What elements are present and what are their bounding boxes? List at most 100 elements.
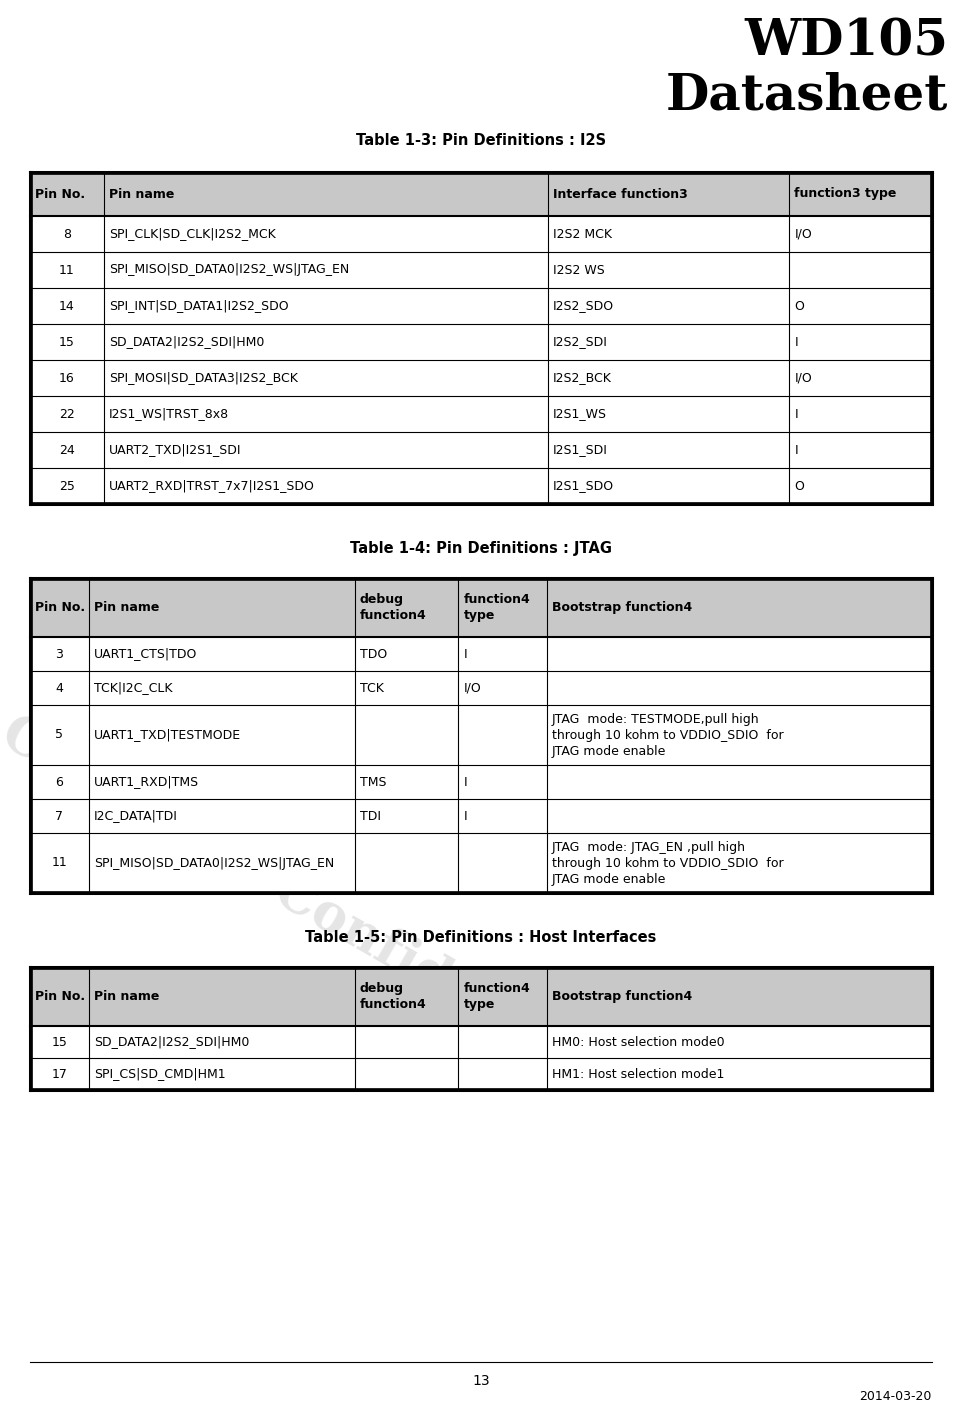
Text: JTAG  mode: TESTMODE,pull high
through 10 kohm to VDDIO_SDIO  for
JTAG mode enab: JTAG mode: TESTMODE,pull high through 10… <box>552 712 782 758</box>
Bar <box>30 432 104 468</box>
Bar <box>88 765 355 799</box>
Text: I2S1_SDO: I2S1_SDO <box>553 480 613 493</box>
Text: 22: 22 <box>59 407 75 421</box>
Text: UART2_TXD|I2S1_SDI: UART2_TXD|I2S1_SDI <box>109 444 241 456</box>
Bar <box>355 671 458 705</box>
Text: Table 1-3: Pin Definitions : I2S: Table 1-3: Pin Definitions : I2S <box>356 133 605 147</box>
Bar <box>355 705 458 765</box>
Bar <box>789 288 931 324</box>
Bar <box>104 251 547 288</box>
Bar <box>30 324 104 359</box>
Bar <box>104 432 547 468</box>
Text: UART1_RXD|TMS: UART1_RXD|TMS <box>93 775 199 789</box>
Text: SPI_INT|SD_DATA1|I2S2_SDO: SPI_INT|SD_DATA1|I2S2_SDO <box>109 299 288 313</box>
Bar <box>458 637 546 671</box>
Text: 11: 11 <box>51 856 67 869</box>
Text: TDO: TDO <box>359 647 386 660</box>
Text: Table 1-4: Pin Definitions : JTAG: Table 1-4: Pin Definitions : JTAG <box>350 541 611 556</box>
Bar <box>547 432 789 468</box>
Bar <box>88 967 355 1026</box>
Bar <box>104 396 547 432</box>
Bar <box>88 799 355 833</box>
Text: JTAG  mode: JTAG_EN ,pull high
through 10 kohm to VDDIO_SDIO  for
JTAG mode enab: JTAG mode: JTAG_EN ,pull high through 10… <box>552 841 782 886</box>
Bar <box>547 216 789 251</box>
Bar <box>88 671 355 705</box>
Bar <box>104 359 547 396</box>
Text: I2S1_SDI: I2S1_SDI <box>553 444 607 456</box>
Bar <box>104 468 547 504</box>
Bar <box>30 1026 88 1059</box>
Bar <box>30 251 104 288</box>
Text: SPI_CLK|SD_CLK|I2S2_MCK: SPI_CLK|SD_CLK|I2S2_MCK <box>109 227 276 240</box>
Text: HM0: Host selection mode0: HM0: Host selection mode0 <box>552 1036 724 1049</box>
Text: O: O <box>794 480 803 493</box>
Bar <box>546 799 931 833</box>
Text: WD105: WD105 <box>743 18 947 67</box>
Bar <box>104 216 547 251</box>
Text: I2C_DATA|TDI: I2C_DATA|TDI <box>93 810 178 823</box>
Bar <box>355 967 458 1026</box>
Bar <box>546 1026 931 1059</box>
Text: 4: 4 <box>56 681 63 695</box>
Bar <box>789 432 931 468</box>
Text: I: I <box>463 775 467 789</box>
Bar <box>88 637 355 671</box>
Text: Pin name: Pin name <box>93 601 159 614</box>
Text: 15: 15 <box>59 336 75 348</box>
Text: Bootstrap function4: Bootstrap function4 <box>552 601 691 614</box>
Bar <box>458 765 546 799</box>
Text: SPI_CS|SD_CMD|HM1: SPI_CS|SD_CMD|HM1 <box>93 1067 225 1081</box>
Bar <box>104 173 547 216</box>
Bar <box>88 833 355 893</box>
Text: 16: 16 <box>59 372 75 385</box>
Bar <box>458 1059 546 1090</box>
Bar <box>547 288 789 324</box>
Bar <box>546 1059 931 1090</box>
Bar <box>546 833 931 893</box>
Text: 7: 7 <box>55 810 63 823</box>
Text: UART1_TXD|TESTMODE: UART1_TXD|TESTMODE <box>93 729 240 741</box>
Text: I2S2 WS: I2S2 WS <box>553 264 604 277</box>
Text: function4
type: function4 type <box>463 592 530 622</box>
Bar <box>547 396 789 432</box>
Bar <box>789 324 931 359</box>
Bar <box>30 765 88 799</box>
Bar <box>355 833 458 893</box>
Text: 14: 14 <box>59 299 75 313</box>
Text: I/O: I/O <box>794 372 811 385</box>
Text: I2S1_WS|TRST_8x8: I2S1_WS|TRST_8x8 <box>109 407 229 421</box>
Bar <box>458 967 546 1026</box>
Text: I/O: I/O <box>463 681 480 695</box>
Text: I/O: I/O <box>794 227 811 240</box>
Bar <box>30 799 88 833</box>
Bar <box>789 396 931 432</box>
Bar <box>104 288 547 324</box>
Bar <box>546 967 931 1026</box>
Bar <box>547 173 789 216</box>
Bar <box>546 637 931 671</box>
Text: 3: 3 <box>56 647 63 660</box>
Text: CyberTAN Confidential: CyberTAN Confidential <box>0 708 607 1092</box>
Bar <box>30 359 104 396</box>
Bar <box>30 833 88 893</box>
Bar <box>30 288 104 324</box>
Bar <box>30 173 104 216</box>
Bar <box>355 637 458 671</box>
Bar <box>789 216 931 251</box>
Bar <box>104 324 547 359</box>
Text: I: I <box>463 647 467 660</box>
Bar <box>30 396 104 432</box>
Text: HM1: Host selection mode1: HM1: Host selection mode1 <box>552 1067 724 1081</box>
Text: O: O <box>794 299 803 313</box>
Text: SD_DATA2|I2S2_SDI|HM0: SD_DATA2|I2S2_SDI|HM0 <box>109 336 264 348</box>
Bar <box>355 1026 458 1059</box>
Bar <box>789 173 931 216</box>
Text: I: I <box>463 810 467 823</box>
Bar <box>88 1059 355 1090</box>
Bar <box>355 578 458 637</box>
Text: Pin No.: Pin No. <box>35 990 85 1002</box>
Bar <box>30 637 88 671</box>
Text: 17: 17 <box>51 1067 67 1081</box>
Bar <box>547 359 789 396</box>
Bar <box>789 468 931 504</box>
